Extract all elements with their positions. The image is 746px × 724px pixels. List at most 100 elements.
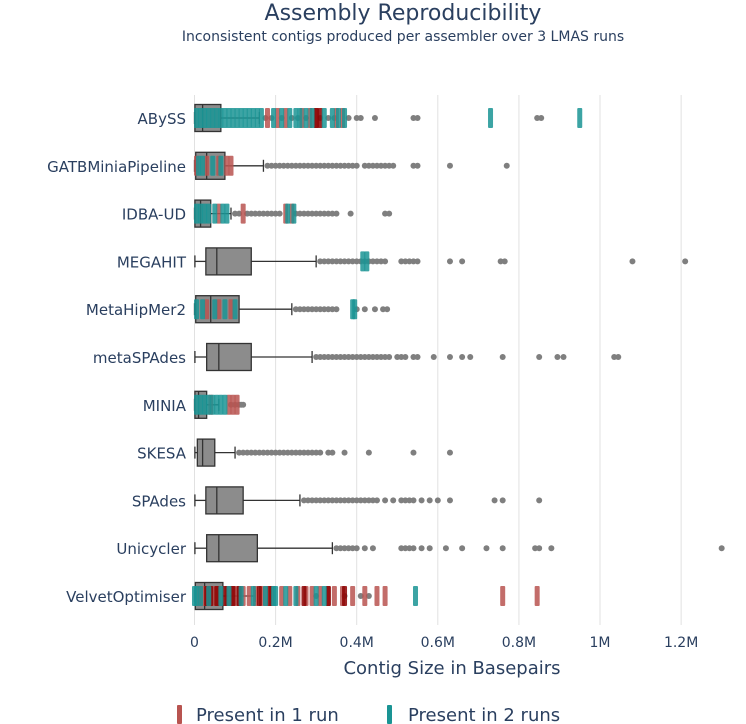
x-axis-label: Contig Size in Basepairs bbox=[343, 658, 560, 679]
run2-marker bbox=[206, 394, 212, 415]
y-tick-label: GATBMiniaPipeline bbox=[47, 158, 186, 176]
outlier-point bbox=[240, 401, 247, 408]
box-plot-velvetoptimiser bbox=[191, 581, 540, 611]
outlier-point bbox=[536, 354, 543, 360]
outlier-point bbox=[382, 258, 389, 265]
run2-marker bbox=[329, 108, 335, 128]
run1-marker bbox=[230, 586, 236, 606]
outlier-point bbox=[410, 449, 417, 456]
box-iqr bbox=[205, 247, 252, 276]
outlier-point bbox=[414, 258, 421, 265]
run2-marker bbox=[194, 203, 200, 224]
legend-label-run2: Present in 2 runs bbox=[408, 705, 560, 724]
outlier-point bbox=[414, 115, 421, 121]
outlier-point bbox=[538, 115, 545, 121]
run1-marker bbox=[228, 155, 234, 176]
run2-marker bbox=[218, 155, 224, 176]
box-plot-metahipmer2 bbox=[193, 295, 391, 324]
run2-marker bbox=[291, 203, 297, 224]
legend-label-run1: Present in 1 run bbox=[196, 705, 339, 724]
y-tick-label: Unicycler bbox=[116, 540, 186, 558]
run2-marker bbox=[218, 108, 224, 128]
x-tick-label: 0.8M bbox=[502, 635, 536, 651]
outlier-point bbox=[426, 497, 433, 504]
run1-marker bbox=[317, 586, 323, 606]
box-iqr bbox=[205, 486, 244, 515]
outlier-point bbox=[410, 497, 417, 504]
y-tick-label: SPAdes bbox=[132, 492, 186, 510]
box-plot-unicycler bbox=[194, 534, 725, 563]
run2-marker bbox=[335, 108, 341, 128]
run2-marker bbox=[220, 203, 226, 224]
y-tick-label: MINIA bbox=[143, 397, 187, 415]
run1-marker bbox=[246, 586, 252, 606]
run2-marker bbox=[218, 394, 224, 415]
outlier-point bbox=[554, 354, 561, 360]
y-tick-label: metaSPAdes bbox=[93, 349, 186, 367]
run1-marker bbox=[374, 586, 380, 606]
outlier-point bbox=[373, 497, 380, 504]
run2-marker bbox=[198, 108, 204, 128]
outlier-point bbox=[446, 449, 453, 456]
run2-marker bbox=[238, 586, 244, 606]
outlier-point bbox=[434, 497, 441, 504]
outlier-point bbox=[499, 545, 506, 552]
outlier-point bbox=[357, 593, 364, 599]
box-plot-metaspades bbox=[194, 342, 622, 372]
run2-marker bbox=[232, 299, 238, 320]
run2-marker bbox=[218, 586, 224, 606]
run1-marker bbox=[228, 299, 234, 320]
gridlines bbox=[193, 95, 682, 625]
outlier-point bbox=[325, 115, 332, 121]
run1-marker bbox=[301, 586, 307, 606]
x-tick-label: 0.2M bbox=[258, 635, 292, 651]
box-plot-minia bbox=[193, 390, 247, 419]
run2-marker bbox=[293, 108, 299, 128]
box-iqr bbox=[206, 534, 259, 563]
outlier-point bbox=[499, 497, 506, 504]
run2-marker bbox=[321, 108, 327, 128]
run1-marker bbox=[216, 299, 222, 320]
run2-marker bbox=[287, 108, 293, 128]
box-plots bbox=[191, 103, 725, 611]
run2-marker bbox=[214, 108, 220, 128]
x-tick-labels: 0 0.2M 0.4M 0.6M 0.8M 1M 1.2M bbox=[190, 635, 698, 651]
outlier-point bbox=[615, 354, 622, 360]
x-tick-label: 1.2M bbox=[664, 635, 698, 651]
outlier-point bbox=[353, 545, 360, 552]
run1-marker bbox=[287, 586, 293, 606]
outlier-point bbox=[499, 354, 506, 360]
outlier-point bbox=[560, 354, 567, 360]
run2-marker bbox=[321, 586, 327, 606]
run2-marker bbox=[198, 203, 204, 224]
outlier-point bbox=[418, 545, 425, 552]
run2-marker bbox=[196, 155, 202, 176]
outlier-point bbox=[333, 210, 340, 217]
run2-marker bbox=[238, 108, 244, 128]
outlier-point bbox=[430, 354, 437, 360]
box-plot-gatbminiapipeline bbox=[193, 151, 510, 180]
run2-marker bbox=[262, 586, 268, 606]
outlier-point bbox=[483, 545, 490, 552]
outlier-point bbox=[341, 449, 348, 456]
run2-marker bbox=[194, 108, 200, 128]
run1-marker bbox=[283, 108, 289, 128]
box-plot-idba-ud bbox=[193, 199, 393, 228]
legend-swatch-run1 bbox=[177, 705, 182, 724]
outlier-point bbox=[503, 162, 510, 169]
box-iqr bbox=[206, 342, 252, 372]
y-tick-labels: ABySS GATBMiniaPipeline IDBA-UD MEGAHIT Meta… bbox=[47, 110, 187, 606]
box-plot-skesa bbox=[194, 438, 453, 467]
outlier-point bbox=[446, 497, 453, 504]
outlier-point bbox=[418, 497, 425, 504]
run1-marker bbox=[230, 394, 236, 415]
box-plot-spades bbox=[194, 486, 543, 515]
chart-title: Assembly Reproducibility bbox=[265, 1, 542, 26]
run2-marker bbox=[234, 108, 240, 128]
outlier-point bbox=[446, 162, 453, 169]
run2-marker bbox=[194, 394, 200, 415]
run1-marker bbox=[342, 586, 348, 606]
run1-marker bbox=[234, 394, 240, 415]
run2-marker bbox=[198, 394, 204, 415]
